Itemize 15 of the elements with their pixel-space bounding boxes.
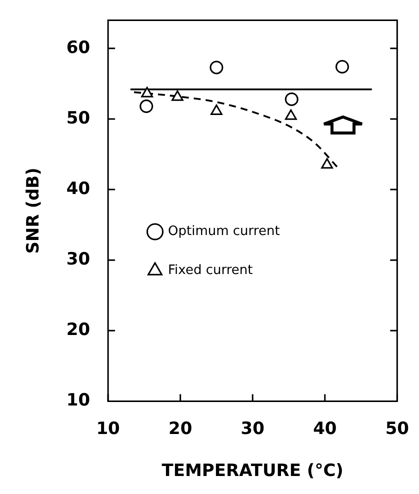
x-tick-label: 20 bbox=[168, 418, 192, 439]
x-tick-label: 30 bbox=[240, 418, 265, 439]
y-axis-title: SNR (dB) bbox=[24, 168, 44, 254]
y-tick-label: 10 bbox=[66, 390, 90, 411]
x-tick-label: 10 bbox=[96, 418, 120, 439]
legend-label: Optimum current bbox=[168, 224, 280, 240]
x-tick-label: 40 bbox=[313, 418, 337, 439]
y-tick-label: 60 bbox=[66, 38, 90, 58]
y-tick-label: 40 bbox=[66, 178, 90, 199]
legend-label: Fixed current bbox=[168, 263, 253, 278]
y-tick-label: 30 bbox=[66, 250, 90, 270]
x-axis-title: TEMPERATURE (°C) bbox=[162, 461, 344, 482]
y-tick-label: 50 bbox=[66, 108, 90, 128]
x-tick-label: 50 bbox=[385, 418, 410, 439]
y-tick-label: 20 bbox=[66, 320, 90, 340]
